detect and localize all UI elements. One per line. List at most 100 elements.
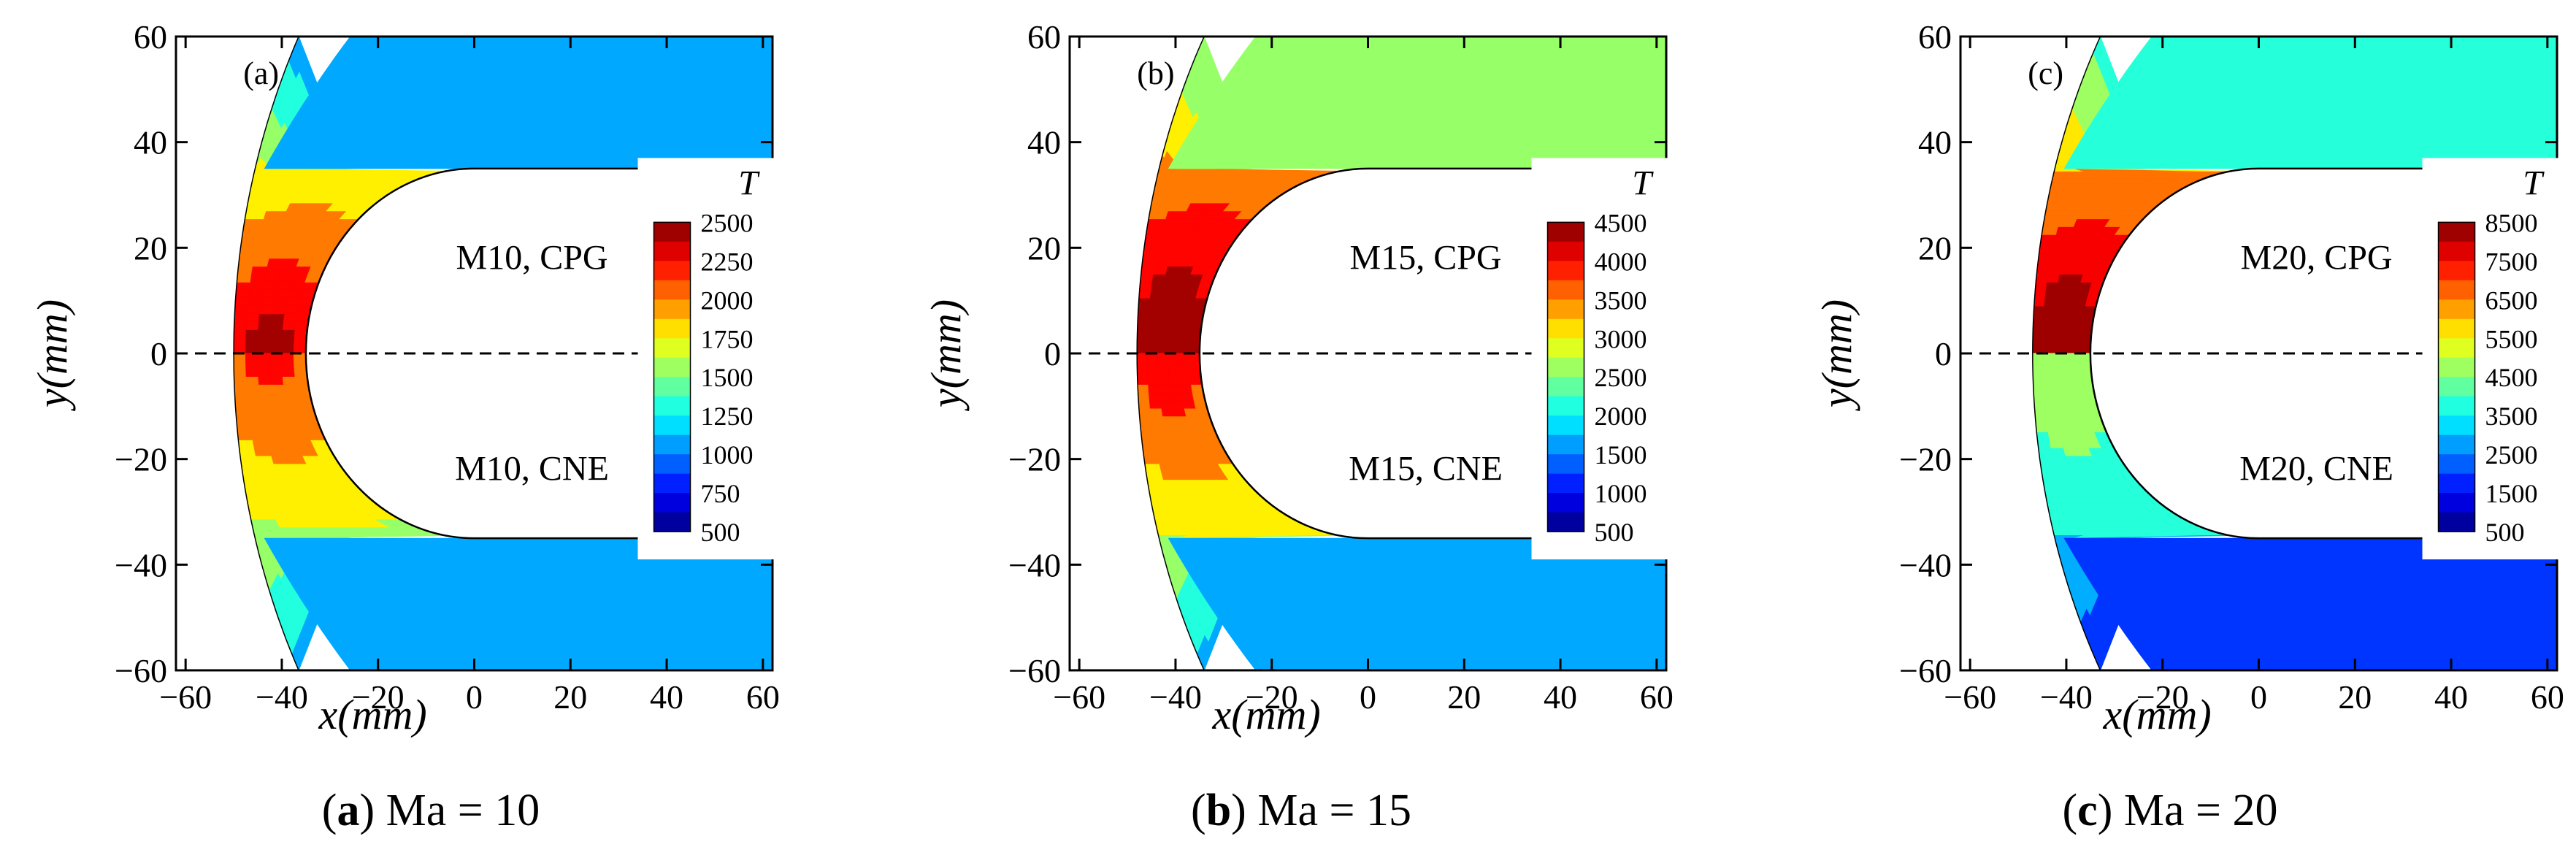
contour-cell — [2044, 400, 2057, 410]
y-tick-label: 20 — [1918, 229, 1952, 267]
contour-cell — [271, 313, 285, 323]
annotation-lower: M15, CNE — [1349, 450, 1503, 488]
contour-cell — [1171, 400, 1185, 410]
contour-cell — [258, 384, 273, 394]
contour-cell — [2071, 377, 2084, 386]
contour-cell — [246, 392, 261, 402]
x-tick-label: −40 — [2040, 678, 2093, 716]
y-axis-label: y(mm) — [1813, 299, 1860, 411]
contour-cell — [1182, 400, 1197, 410]
colorbar-title: T — [1632, 164, 1654, 202]
colorbar-tick-label: 5500 — [2485, 324, 2538, 353]
contour-cell — [2080, 353, 2091, 362]
contour-cell — [1189, 369, 1202, 378]
x-tick-label: 40 — [1544, 678, 1577, 716]
y-tick-label: 20 — [134, 229, 167, 267]
contour-cell — [1181, 305, 1195, 315]
contour-cell — [283, 313, 298, 323]
contour-cell — [2061, 361, 2072, 370]
contour-cell — [1143, 242, 1160, 251]
contour-cell — [235, 408, 250, 418]
contour-cell — [259, 305, 274, 315]
contour-cell — [2051, 361, 2063, 370]
contour-cell — [1189, 361, 1201, 370]
colorbar-band — [1547, 396, 1584, 416]
contour-cell — [2072, 384, 2085, 394]
contour-cell — [2061, 337, 2072, 346]
colorbar-tick-label: 6500 — [2485, 286, 2538, 315]
colorbar-tick-label: 500 — [2485, 518, 2525, 547]
x-tick-label: 20 — [1447, 678, 1481, 716]
contour-cell — [1151, 194, 1176, 204]
contour-cell — [1154, 440, 1170, 449]
contour-cell — [2042, 369, 2053, 378]
contour-cell — [2033, 400, 2046, 410]
colorbar-band — [653, 512, 691, 532]
contour-cell — [2044, 210, 2064, 220]
y-tick-label: 40 — [1918, 124, 1952, 161]
contour-cell — [2047, 274, 2061, 283]
colorbar-band — [2438, 241, 2475, 261]
y-tick-label: −40 — [1008, 546, 1061, 583]
contour-cell — [1159, 305, 1173, 315]
contour-cell — [242, 472, 263, 481]
contour-cell — [269, 369, 283, 378]
contour-cell — [245, 495, 270, 505]
wake-region — [264, 37, 773, 169]
contour-cell — [2042, 218, 2062, 227]
colorbar-band — [1547, 261, 1584, 281]
contour-cell — [247, 503, 273, 513]
colorbar-band — [653, 261, 691, 281]
contour-cell — [258, 472, 280, 481]
y-axis-label: y(mm) — [28, 299, 76, 411]
contour-cell — [237, 258, 256, 267]
contour-cell — [264, 424, 280, 433]
contour-cell — [1157, 345, 1169, 354]
contour-cell — [260, 297, 275, 307]
y-tick-label: 40 — [134, 124, 167, 161]
contour-cell — [1138, 289, 1152, 299]
contour-cell — [294, 377, 309, 386]
colorbar-band — [1547, 357, 1584, 378]
contour-cell — [245, 345, 258, 354]
y-tick-label: 60 — [134, 18, 167, 55]
contour-cell — [258, 313, 273, 323]
contour-cell — [265, 266, 283, 275]
contour-cell — [1138, 392, 1150, 402]
contour-cell — [1141, 440, 1157, 449]
caption-b-letter: b — [1205, 786, 1232, 835]
contour-cell — [1162, 416, 1177, 426]
contour-cell — [1169, 313, 1182, 323]
caption-c-text: Ma = 20 — [2112, 786, 2278, 835]
caption-c-letter: c — [2077, 786, 2098, 835]
y-tick-label: −40 — [115, 546, 167, 583]
colorbar-band — [2438, 396, 2475, 416]
contour-cell — [2064, 297, 2078, 307]
contour-cell — [1140, 274, 1154, 283]
contour-cell — [257, 345, 271, 354]
contour-cell — [2040, 234, 2058, 243]
contour-cell — [234, 400, 250, 410]
caption-a-letter: a — [337, 786, 360, 835]
contour-cell — [1146, 345, 1159, 354]
contour-cell — [282, 377, 296, 386]
colorbar-band — [1547, 493, 1584, 513]
contour-cell — [2042, 353, 2052, 362]
contour-cell — [1138, 305, 1150, 315]
y-tick-label: −60 — [1899, 652, 1952, 689]
colorbar-band — [653, 357, 691, 378]
contour-cell — [1157, 456, 1175, 465]
panel-b: −60 −40 −20 0 20 40 60 −60 −40 −20 0 20 40 60 x(mm) y(m… — [922, 18, 1674, 738]
contour-cell — [261, 408, 277, 418]
contour-cell — [1158, 384, 1171, 394]
contour-cell — [253, 250, 272, 259]
colorbar-band — [2438, 357, 2475, 378]
contour-cell — [244, 210, 267, 220]
contour-cell — [1168, 329, 1181, 338]
contour-cell — [264, 274, 280, 283]
contour-cell — [2071, 321, 2084, 330]
contour-cell — [275, 281, 292, 291]
contour-cell — [1180, 313, 1193, 323]
contour-cell — [1170, 392, 1184, 402]
y-tick-label: −60 — [115, 652, 167, 689]
